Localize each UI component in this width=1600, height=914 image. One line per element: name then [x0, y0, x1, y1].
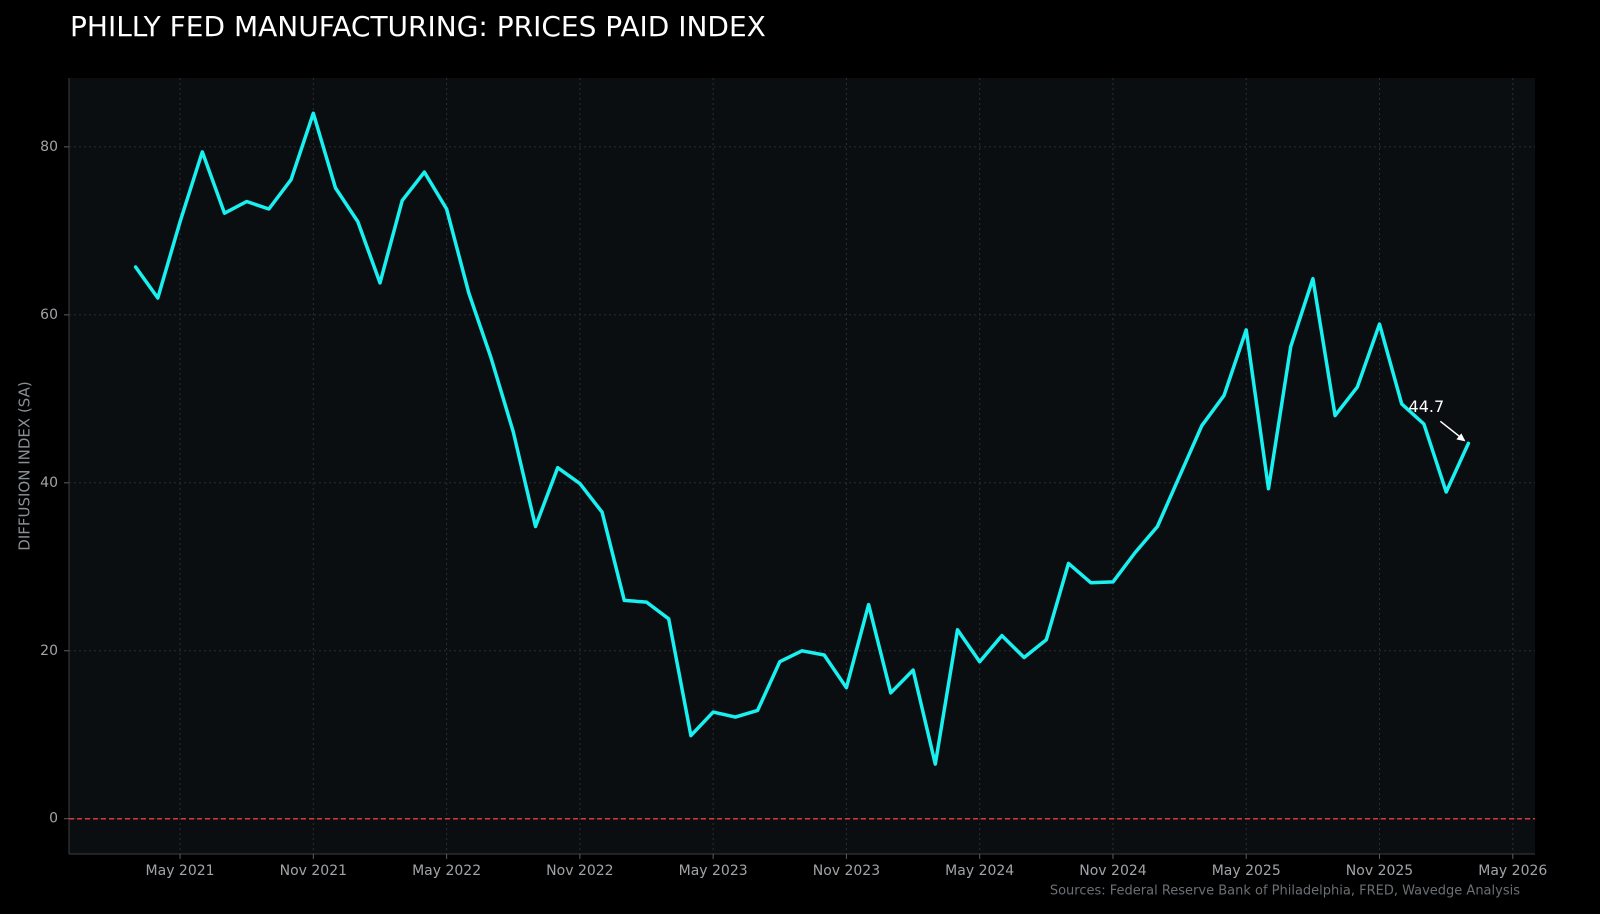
y-tick-label: 40 — [40, 475, 58, 491]
annotation-arrowhead — [1456, 433, 1466, 442]
x-tick-label: May 2021 — [146, 863, 215, 879]
y-tick-label: 80 — [40, 139, 58, 155]
y-tick-label: 0 — [49, 811, 58, 827]
x-tick-label: Nov 2023 — [813, 863, 880, 879]
y-tick-label: 60 — [40, 307, 58, 323]
x-tick-label: Nov 2022 — [546, 863, 613, 879]
y-axis-label: DIFFUSION INDEX (SA) — [16, 381, 34, 550]
y-tick-label: 20 — [40, 643, 58, 659]
annotation: 44.7 — [1409, 397, 1445, 416]
x-tick-label: May 2024 — [945, 863, 1014, 879]
x-tick-label: May 2022 — [412, 863, 481, 879]
x-tick-label: Nov 2025 — [1346, 863, 1413, 879]
x-tick-label: Nov 2024 — [1079, 863, 1146, 879]
x-tick-label: May 2025 — [1212, 863, 1281, 879]
x-tick-label: May 2026 — [1478, 863, 1547, 879]
data-line — [133, 111, 1471, 766]
plot-area — [69, 78, 1535, 854]
source-note: Sources: Federal Reserve Bank of Philade… — [1050, 884, 1520, 899]
x-tick-label: May 2023 — [679, 863, 748, 879]
chart-title: PHILLY FED MANUFACTURING: PRICES PAID IN… — [70, 10, 766, 43]
x-tick-label: Nov 2021 — [280, 863, 347, 879]
